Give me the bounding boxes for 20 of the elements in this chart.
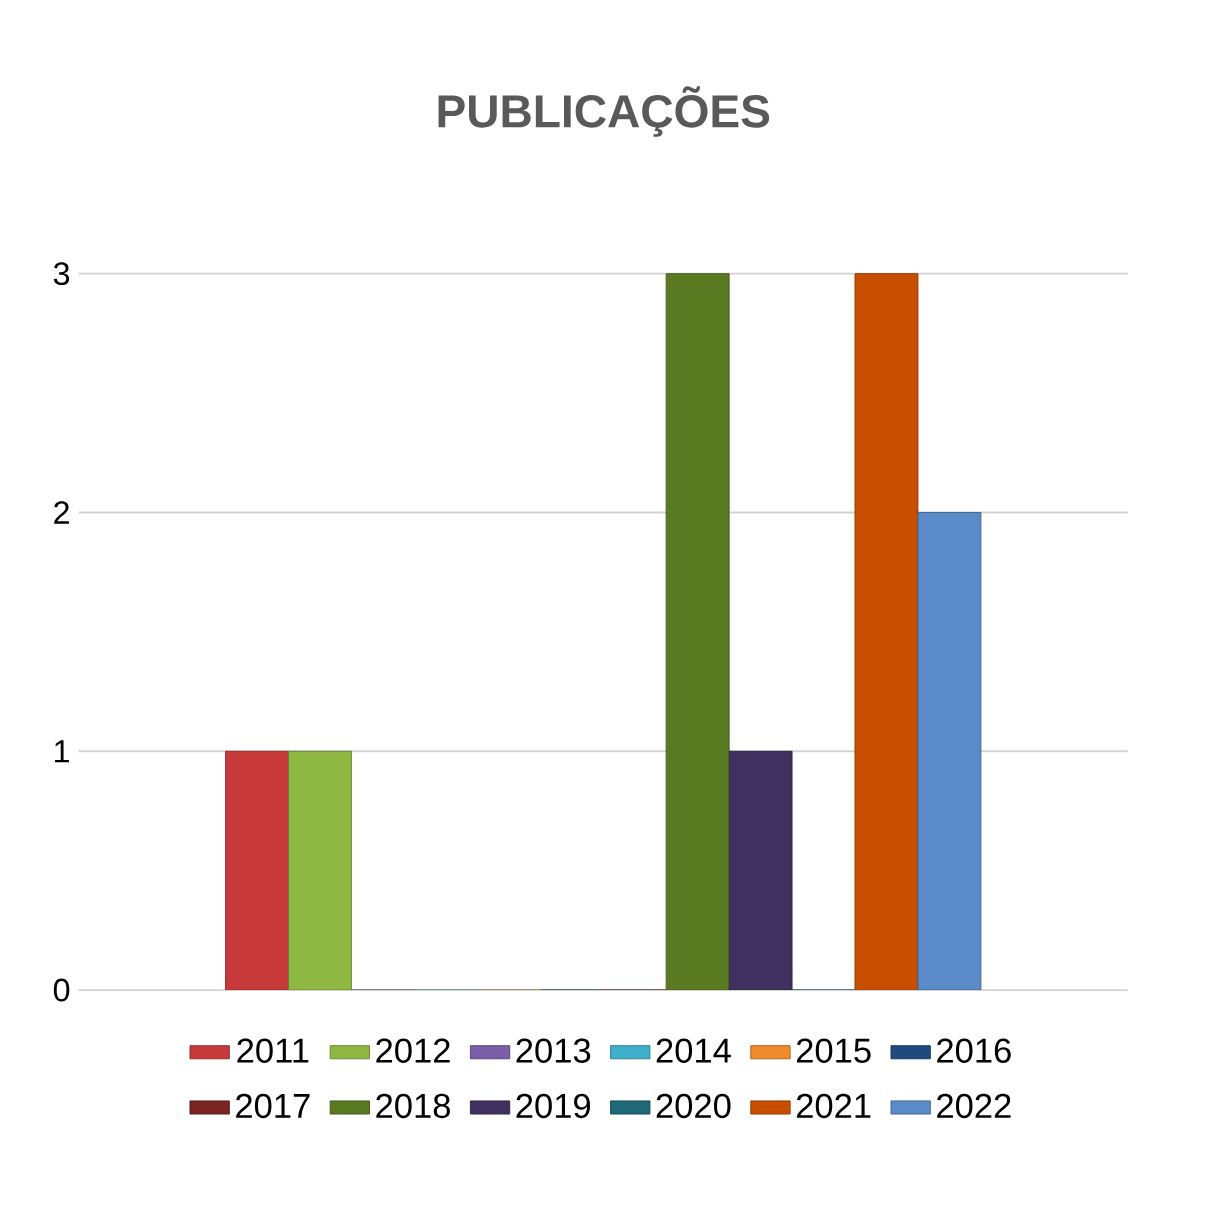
legend-label: 2021 bbox=[796, 1093, 871, 1119]
y-tick-label: 1 bbox=[54, 740, 69, 763]
legend-label: 2017 bbox=[235, 1093, 310, 1119]
legend-label: 2013 bbox=[516, 1038, 590, 1063]
legend-label: 2015 bbox=[796, 1038, 871, 1063]
y-tick-label: 3 bbox=[53, 262, 69, 286]
legend-label: 2018 bbox=[376, 1093, 450, 1119]
bar bbox=[224, 750, 289, 991]
legend-label: 2012 bbox=[376, 1038, 450, 1063]
legend-label: 2016 bbox=[936, 1038, 1011, 1063]
legend-label: 2022 bbox=[936, 1093, 1011, 1119]
legend-label: 2011 bbox=[237, 1038, 309, 1063]
y-tick-label: 0 bbox=[53, 978, 70, 1002]
bar bbox=[728, 750, 793, 991]
y-tick-label: 2 bbox=[54, 501, 69, 524]
bar bbox=[917, 512, 982, 991]
legend-label: 2014 bbox=[656, 1038, 731, 1063]
legend-label: 2020 bbox=[656, 1093, 731, 1119]
chart-title: PUBLICAÇÕES bbox=[438, 86, 769, 137]
legend-label: 2019 bbox=[516, 1093, 590, 1119]
